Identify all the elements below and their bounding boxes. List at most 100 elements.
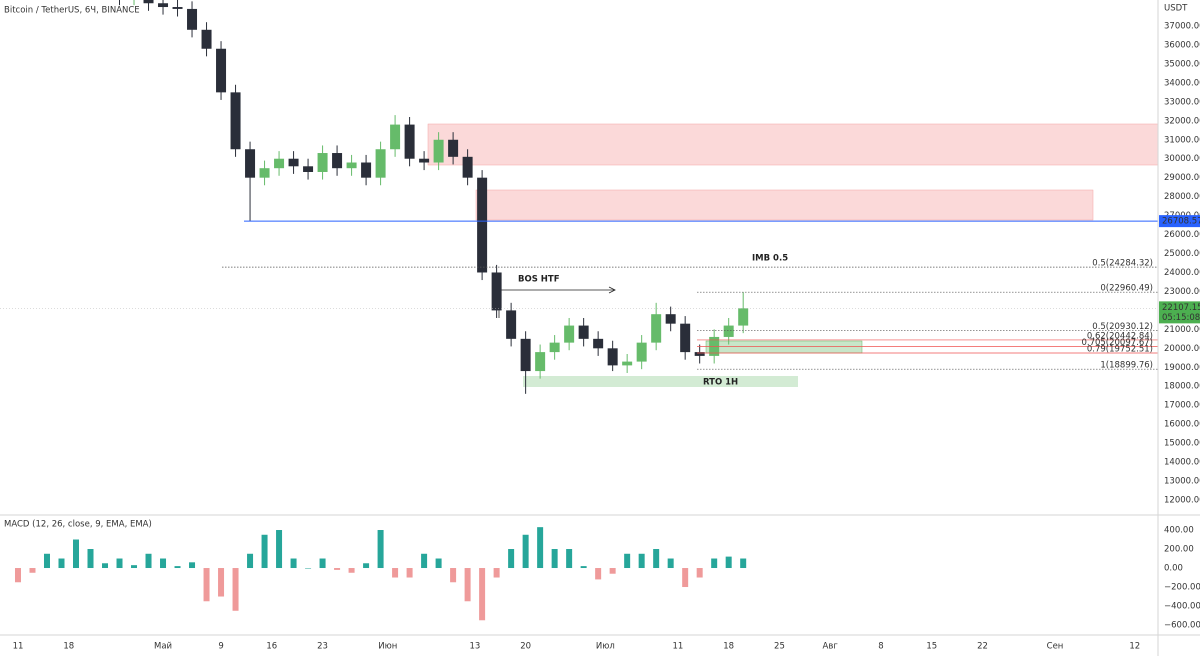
annotation: RTO 1H — [703, 378, 738, 388]
countdown: 05:15:08 — [1162, 313, 1200, 323]
y-tick-label: 37000.00 — [1164, 21, 1200, 31]
y-tick-label: 34000.00 — [1164, 78, 1200, 88]
candle-body — [506, 310, 517, 339]
histogram-bar — [508, 549, 515, 569]
x-tick-label: 23 — [317, 642, 328, 652]
candle-body — [390, 124, 401, 150]
y-tick-label: 31000.00 — [1164, 135, 1200, 145]
candle-body — [230, 92, 241, 150]
histogram-bar — [218, 568, 225, 597]
histogram-bar — [740, 558, 747, 569]
candle-body — [158, 3, 169, 8]
candle-body — [520, 338, 531, 372]
y-tick-label: 29000.00 — [1164, 173, 1200, 183]
y-tick-label: 17000.00 — [1164, 401, 1200, 411]
histogram-bar — [247, 553, 254, 569]
histogram-bar — [334, 568, 341, 570]
histogram-bar — [305, 568, 312, 569]
histogram-bar — [189, 562, 196, 569]
candle-body — [433, 139, 444, 163]
candle-body — [274, 158, 285, 169]
histogram-bar — [174, 566, 181, 569]
histogram-bar — [363, 563, 370, 569]
fib-label: 0.79(19752.51) — [1087, 345, 1153, 355]
x-tick-label: Май — [154, 642, 172, 652]
x-tick-label: Сен — [1047, 642, 1064, 652]
y-tick-label: 15000.00 — [1164, 439, 1200, 449]
y-tick-label: −200.00 — [1164, 583, 1200, 593]
x-tick-label: Июн — [378, 642, 397, 652]
candle-body — [303, 166, 314, 172]
candle-body — [549, 342, 560, 353]
candle-body — [448, 139, 459, 157]
y-tick-label: −400.00 — [1164, 602, 1200, 612]
fib-label: 0.5(20930.12) — [1092, 322, 1153, 332]
histogram-bar — [682, 568, 689, 588]
y-tick-label: 30000.00 — [1164, 154, 1200, 164]
candle-body — [477, 177, 488, 273]
candle-body — [361, 162, 372, 178]
x-tick-label: 16 — [266, 642, 277, 652]
histogram-bar — [58, 558, 65, 569]
arrow-head — [608, 286, 616, 294]
x-tick-label: Июл — [596, 642, 615, 652]
y-tick-label: 19000.00 — [1164, 363, 1200, 373]
candle-body — [245, 149, 256, 178]
histogram-bar — [131, 565, 138, 569]
candle-body — [259, 168, 270, 178]
histogram-bar — [290, 558, 297, 569]
x-tick-label: 20 — [520, 642, 531, 652]
histogram-bar — [566, 549, 573, 569]
y-tick-label: 200.00 — [1164, 545, 1194, 555]
candle-body — [665, 314, 676, 324]
rto-zone — [523, 376, 798, 387]
histogram-bar — [261, 534, 268, 569]
candle-body — [332, 153, 343, 169]
histogram-bar — [377, 530, 384, 569]
histogram-bar — [160, 558, 167, 569]
fib-label: 0.705(20097.67) — [1081, 338, 1153, 348]
histogram-bar — [435, 558, 442, 569]
candle-body — [419, 158, 430, 163]
x-tick-label: 22 — [977, 642, 988, 652]
candle-body — [375, 149, 386, 178]
histogram-bar — [711, 558, 718, 569]
histogram-bar — [537, 527, 544, 569]
candle-body — [404, 124, 415, 159]
candle-body — [288, 158, 299, 167]
candle-body — [651, 314, 662, 343]
annotation: BOS HTF — [518, 275, 560, 285]
candle-body — [607, 348, 618, 366]
histogram-bar — [667, 558, 674, 569]
y-tick-label: 16000.00 — [1164, 420, 1200, 430]
histogram-bar — [638, 553, 645, 569]
candle-body — [172, 7, 183, 9]
histogram-bar — [624, 553, 631, 569]
x-tick-label: 15 — [926, 642, 937, 652]
x-tick-label: Авг — [823, 642, 839, 652]
x-tick-label: 18 — [63, 642, 74, 652]
candle-body — [738, 308, 749, 326]
candle-body — [187, 8, 198, 30]
candle-body — [578, 325, 589, 339]
candle-body — [535, 352, 546, 372]
y-tick-label: 20000.00 — [1164, 344, 1200, 354]
y-tick-label: 28000.00 — [1164, 192, 1200, 202]
histogram-bar — [450, 568, 457, 583]
histogram-bar — [203, 568, 210, 602]
indicator-title: MACD (12, 26, close, 9, EMA, EMA) — [4, 520, 152, 530]
histogram-bar — [464, 568, 471, 602]
fib-label: 0.62(20442.84) — [1087, 331, 1153, 341]
x-tick-label: 13 — [469, 642, 480, 652]
histogram-bar — [522, 534, 529, 569]
candle-body — [723, 325, 734, 337]
annotation: IMB 0.5 — [752, 254, 788, 264]
candle-body — [462, 156, 473, 178]
histogram-bar — [696, 568, 703, 578]
x-tick-label: 11 — [673, 642, 684, 652]
candle-body — [216, 48, 227, 93]
y-tick-label: 24000.00 — [1164, 268, 1200, 278]
histogram-bar — [479, 568, 486, 621]
candle-body — [317, 153, 328, 172]
